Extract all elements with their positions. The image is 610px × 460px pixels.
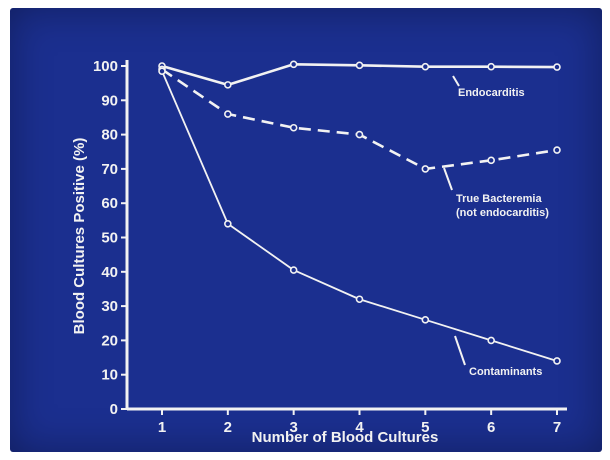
x-axis-title: Number of Blood Cultures [252, 429, 439, 446]
endocarditis-point [289, 60, 298, 69]
endocarditis-point [355, 61, 364, 70]
series-label: True Bacteremia [456, 193, 542, 205]
y-tick-label: 90 [101, 92, 118, 109]
endocarditis-point [224, 81, 232, 89]
y-axis-title: Blood Cultures Positive (%) [71, 138, 88, 335]
x-tick-label: 6 [487, 419, 495, 436]
series-label: Contaminants [469, 366, 542, 378]
endocarditis-point [487, 62, 495, 71]
y-tick-label: 60 [101, 195, 118, 212]
y-tick-label: 40 [101, 264, 118, 281]
y-tick-label: 10 [101, 367, 118, 384]
contaminants-point [487, 336, 495, 345]
contaminants-point [553, 357, 561, 365]
endocarditis-point [421, 62, 430, 71]
true-bacteremia-line [161, 68, 558, 171]
y-tick-label: 0 [110, 401, 118, 418]
y-tick-label: 50 [101, 230, 118, 247]
series-sublabel: (not endocarditis) [456, 207, 549, 219]
contaminants-point [224, 219, 232, 228]
series-label: Endocarditis [458, 87, 525, 99]
annotation-leader-line [452, 75, 460, 87]
x-tick-label: 3 [289, 419, 297, 436]
axes: 0 10 20 30 40 50 60 70 80 90 100 1 2 3 4 5 6 7 [93, 58, 567, 436]
x-tick-label: 1 [158, 419, 166, 436]
y-tick-label: 100 [93, 58, 118, 75]
true-bacteremia-point [289, 123, 298, 132]
annotation-leader-line [443, 167, 453, 191]
contaminants-point [289, 266, 298, 274]
true-bacteremia-point [487, 156, 495, 165]
x-tick-label: 2 [224, 419, 232, 436]
true-bacteremia-point [553, 146, 561, 154]
true-bacteremia-point [224, 110, 232, 118]
x-tick-label: 5 [421, 419, 429, 436]
x-tick-label: 7 [553, 419, 561, 436]
contaminants-point [421, 316, 430, 324]
annotations: Endocarditis True Bacteremia (not endocard… [443, 75, 549, 378]
annotation-leader-line [454, 335, 466, 366]
contaminants-point [158, 67, 166, 75]
slide-background [10, 8, 602, 452]
true-bacteremia-point [421, 165, 430, 173]
true-bacteremia-point [355, 130, 364, 139]
x-tick-label: 4 [355, 419, 364, 436]
endocarditis-point [553, 63, 561, 71]
contaminants-point [355, 295, 364, 304]
series-layer [158, 60, 561, 365]
y-tick-label: 30 [101, 298, 118, 315]
y-tick-label: 70 [101, 161, 118, 178]
y-tick-label: 80 [101, 127, 118, 144]
y-tick-label: 20 [101, 332, 118, 349]
